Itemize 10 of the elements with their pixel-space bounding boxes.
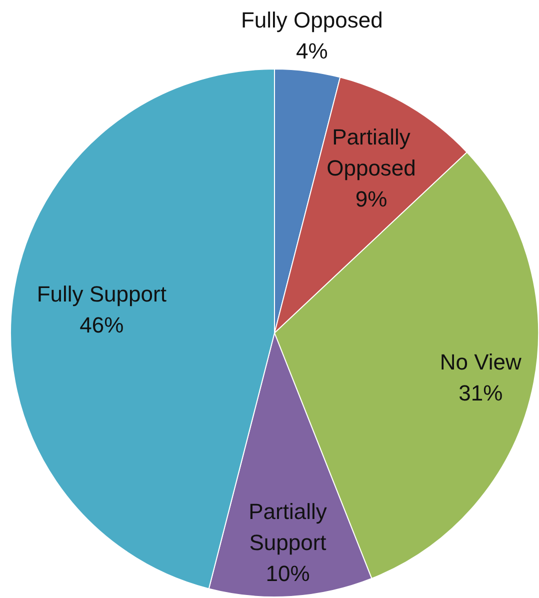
slice-label: Partially Support <box>248 498 327 555</box>
slice-label: Fully Opposed <box>240 8 383 33</box>
data-label: 10% <box>266 560 310 586</box>
slice-label: Fully Support <box>36 282 166 307</box>
slice-label: No View <box>440 350 522 375</box>
data-label: 4% <box>296 38 328 64</box>
data-label: 9% <box>355 186 388 212</box>
data-label: 31% <box>458 380 503 406</box>
data-label: 46% <box>80 312 124 338</box>
slice-label: Partially Opposed <box>326 124 416 180</box>
